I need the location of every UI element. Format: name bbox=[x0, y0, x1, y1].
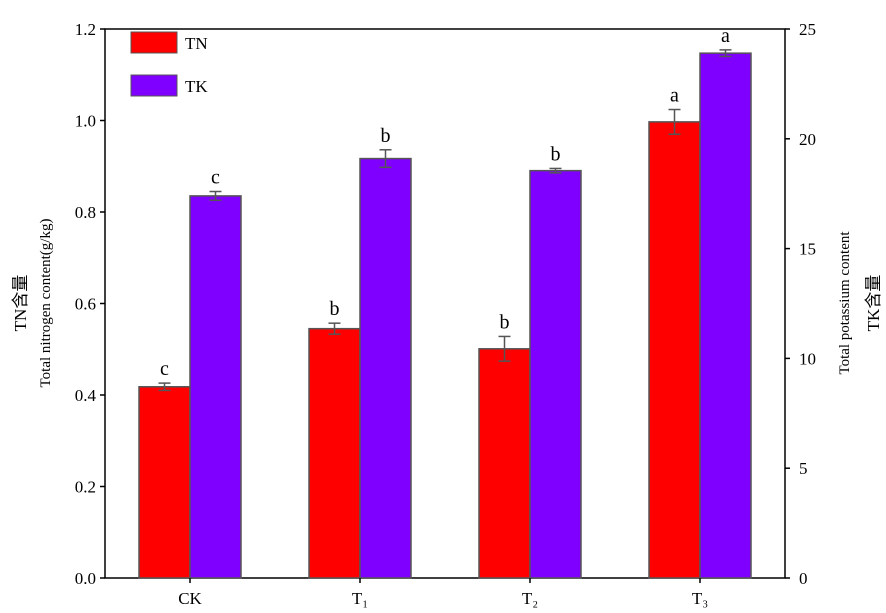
legend-label-tk: TK bbox=[185, 77, 208, 96]
right-tick-label-3: 15 bbox=[799, 240, 816, 259]
left-tick-label-6: 1.2 bbox=[75, 20, 96, 39]
left-tick-label-4: 0.8 bbox=[75, 203, 96, 222]
significance-label-tk-0: c bbox=[211, 167, 220, 189]
right-axis-title-cn: TK含量 bbox=[864, 275, 883, 332]
x-tick-label-3: T₃ bbox=[692, 589, 708, 608]
legend: TN TK bbox=[130, 31, 208, 97]
bar-tn-2 bbox=[478, 348, 531, 579]
significance-label-tk-2: b bbox=[551, 143, 561, 165]
legend-label-tn: TN bbox=[185, 34, 208, 53]
significance-label-tn-0: c bbox=[160, 358, 169, 380]
bar-tk-0 bbox=[189, 195, 242, 579]
axes-layer: CK T₁ T₂ T₃ 0.0 0.2 0.4 0.6 0.8 1.0 1.2 0 5 10 15 20 25 bbox=[75, 20, 816, 608]
right-tick-label-4: 20 bbox=[799, 130, 816, 149]
bar-tn-0 bbox=[138, 386, 191, 579]
bar-tk-1 bbox=[359, 157, 412, 579]
significance-label-tk-1: b bbox=[381, 125, 391, 147]
left-axis-title: TN含量 Total nitrogen content(g/kg) bbox=[11, 219, 54, 388]
significance-label-tn-1: b bbox=[330, 298, 340, 320]
left-tick-label-0: 0.0 bbox=[75, 569, 96, 588]
significance-label-tn-3: a bbox=[670, 85, 679, 107]
x-tick-label-1: T₁ bbox=[352, 589, 368, 608]
legend-swatch-tn bbox=[130, 31, 178, 54]
right-tick-label-5: 25 bbox=[799, 20, 816, 39]
significance-label-tk-3: a bbox=[721, 25, 730, 47]
right-axis-title: Total potassium content TK含量 bbox=[837, 231, 883, 375]
significance-label-tn-2: b bbox=[500, 311, 510, 333]
left-tick-label-5: 1.0 bbox=[75, 112, 96, 131]
left-tick-label-3: 0.6 bbox=[75, 295, 96, 314]
x-tick-label-2: T₂ bbox=[522, 589, 538, 608]
bar-tn-1 bbox=[308, 327, 361, 579]
left-axis-title-cn: TN含量 bbox=[11, 275, 30, 332]
bars-layer: c c b b b b a a bbox=[138, 25, 752, 579]
right-axis-title-en: Total potassium content bbox=[837, 231, 853, 375]
legend-swatch-tk bbox=[130, 74, 178, 97]
right-tick-label-0: 0 bbox=[799, 569, 808, 588]
right-tick-label-1: 5 bbox=[799, 459, 808, 478]
bar-tk-2 bbox=[529, 169, 582, 579]
right-tick-label-2: 10 bbox=[799, 349, 816, 368]
left-tick-label-1: 0.2 bbox=[75, 478, 96, 497]
left-axis-title-en: Total nitrogen content(g/kg) bbox=[38, 219, 54, 388]
x-tick-label-0: CK bbox=[178, 589, 202, 608]
left-tick-label-2: 0.4 bbox=[75, 386, 97, 405]
bar-tn-3 bbox=[648, 121, 701, 579]
bar-tk-3 bbox=[699, 52, 752, 579]
